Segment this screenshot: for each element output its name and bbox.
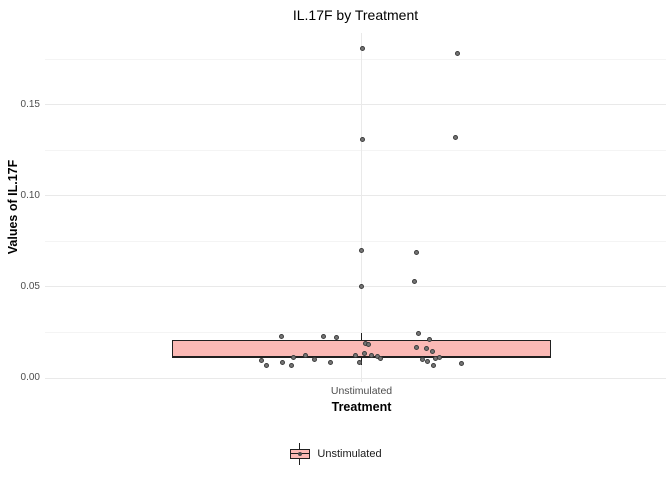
- plot-panel: [45, 33, 666, 382]
- jitter-point: [413, 345, 419, 351]
- legend: Unstimulated: [0, 443, 672, 465]
- jitter-point: [415, 330, 421, 336]
- jitter-point: [333, 335, 339, 341]
- y-tick-label: 0.05: [20, 280, 40, 292]
- jitter-point: [356, 359, 362, 365]
- y-axis-title: Values of IL.17F: [6, 159, 20, 255]
- lower-whisker: [361, 357, 362, 366]
- gridline-major: [45, 286, 666, 287]
- jitter-point: [452, 134, 458, 140]
- gridline-minor: [45, 332, 666, 333]
- legend-label: Unstimulated: [317, 448, 382, 460]
- jitter-point: [290, 355, 296, 361]
- jitter-point: [358, 247, 364, 253]
- gridline-major: [45, 195, 666, 196]
- gridline-major: [45, 104, 666, 105]
- median-line: [172, 356, 551, 358]
- jitter-point: [311, 356, 317, 362]
- jitter-point: [411, 278, 417, 284]
- y-tick-label: 0.00: [20, 372, 40, 383]
- gridline-minor: [45, 150, 666, 151]
- y-tick-label: 0.10: [20, 189, 40, 201]
- jitter-point: [302, 352, 308, 358]
- jitter-point: [458, 360, 464, 366]
- jitter-point: [413, 249, 419, 255]
- x-axis-title: Treatment: [331, 400, 392, 414]
- gridline-minor: [45, 241, 666, 242]
- jitter-point: [263, 362, 269, 368]
- gridline-minor: [45, 59, 666, 60]
- jitter-point: [352, 353, 358, 359]
- jitter-point: [424, 358, 430, 364]
- legend-key-boxplot-glyph: [290, 443, 311, 465]
- jitter-point: [377, 355, 383, 361]
- gridline-major: [45, 378, 666, 379]
- jitter-point: [279, 359, 285, 365]
- jitter-point: [454, 51, 460, 57]
- jitter-point: [429, 349, 435, 355]
- jitter-point: [278, 333, 284, 339]
- upper-whisker: [361, 333, 362, 340]
- jitter-point: [327, 359, 333, 365]
- plot-title: IL.17F by Treatment: [292, 7, 419, 23]
- jitter-point: [430, 362, 436, 368]
- jitter-point: [365, 341, 371, 347]
- jitter-point: [320, 333, 326, 339]
- x-tick-label: Unstimulated: [330, 385, 393, 397]
- jitter-point: [258, 358, 264, 364]
- jitter-point: [368, 352, 374, 358]
- jitter-point: [358, 284, 364, 290]
- gridline-major-vertical: [361, 33, 362, 382]
- jitter-point: [426, 336, 432, 342]
- jitter-point: [359, 45, 365, 51]
- legend-point-icon: [298, 452, 303, 456]
- jitter-point: [423, 345, 429, 351]
- jitter-point: [359, 136, 365, 142]
- jitter-point: [288, 363, 294, 369]
- jitter-point: [419, 356, 425, 362]
- jitter-point: [361, 350, 367, 356]
- jitter-point: [436, 355, 442, 361]
- y-tick-label: 0.15: [20, 98, 40, 110]
